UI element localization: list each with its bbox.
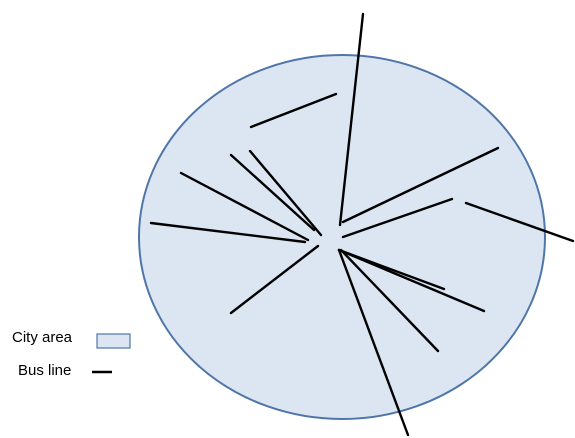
bus-line — [179, 171, 310, 242]
bus-line — [229, 244, 320, 315]
bus-line — [341, 146, 500, 224]
legend: City area Bus line — [12, 329, 131, 379]
bus-lines — [149, 12, 575, 437]
legend-bus-line-label: Bus line — [18, 362, 71, 379]
bus-line — [341, 197, 454, 239]
bus-line — [248, 149, 323, 237]
bus-line — [337, 248, 486, 313]
bus-line — [249, 92, 338, 129]
bus-line — [338, 12, 365, 227]
legend-city-area-label: City area — [12, 329, 73, 346]
bus-line — [337, 248, 410, 437]
bus-line — [229, 153, 316, 232]
legend-city-area-swatch — [96, 333, 131, 349]
bus-line — [464, 201, 575, 243]
bus-line — [339, 248, 440, 353]
bus-line — [149, 221, 307, 244]
